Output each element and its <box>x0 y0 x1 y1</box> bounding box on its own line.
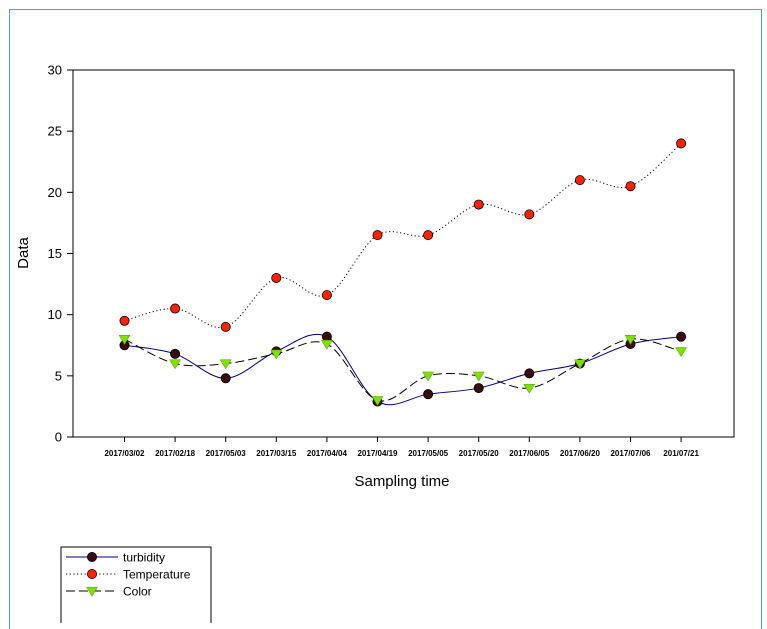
x-tick-label: 2017/05/03 <box>206 449 247 458</box>
legend-temperature-label: Temperature <box>123 568 191 582</box>
series-markers <box>118 138 688 407</box>
color-point <box>270 349 283 360</box>
color-point <box>371 396 384 407</box>
x-tick-label: 201/07/21 <box>663 449 699 458</box>
temperature-point <box>473 199 484 210</box>
turbidity-line <box>124 333 682 406</box>
x-tick-label: 2017/04/04 <box>307 449 348 458</box>
temperature-point <box>625 181 636 192</box>
x-tick-label: 2017/03/02 <box>104 449 145 458</box>
y-tick-label: 15 <box>48 246 62 261</box>
turbidity-point <box>220 373 231 384</box>
turbidity-point <box>676 331 687 342</box>
y-tick-label: 25 <box>48 124 62 139</box>
legend-color-label: Color <box>123 585 152 599</box>
temperature-point <box>220 321 231 332</box>
temperature-point <box>372 230 383 241</box>
series-lines <box>124 143 682 406</box>
color-point <box>624 335 637 345</box>
legend-temperature-marker <box>87 569 98 580</box>
temperature-point <box>271 272 282 283</box>
color-point <box>675 347 688 358</box>
y-axis: 0 5 10 15 20 25 30 <box>48 63 73 445</box>
color-point <box>523 383 536 394</box>
x-tick-label: 2017/07/06 <box>610 449 651 458</box>
temperature-point <box>119 315 130 326</box>
x-tick-label: 2017/03/15 <box>256 449 297 458</box>
temperature-point <box>524 209 535 220</box>
temperature-point <box>676 138 687 149</box>
color-point <box>320 339 333 350</box>
turbidity-point <box>170 348 181 359</box>
color-point <box>422 371 435 382</box>
y-tick-label: 10 <box>48 307 62 322</box>
x-tick-label: 2017/05/05 <box>408 449 449 458</box>
x-tick-label: 2017/06/05 <box>509 449 550 458</box>
x-tick-label: 2017/06/20 <box>560 449 601 458</box>
color-line <box>124 338 682 402</box>
y-tick-label: 0 <box>55 430 62 445</box>
x-tick-label: 2017/05/20 <box>459 449 500 458</box>
turbidity-point <box>524 368 535 379</box>
y-tick-label: 5 <box>55 368 62 383</box>
turbidity-point <box>423 389 434 400</box>
temperature-line <box>124 143 682 329</box>
y-axis-title: Data <box>15 237 32 269</box>
legend: turbidity Temperature Color <box>60 546 212 623</box>
temperature-point <box>423 230 434 241</box>
color-point <box>573 359 586 370</box>
plot-area <box>72 69 735 438</box>
legend-turbidity-label: turbidity <box>123 551 165 565</box>
legend-box <box>60 546 212 623</box>
color-point <box>169 359 182 370</box>
x-axis-title: Sampling time <box>354 473 449 490</box>
color-point <box>118 335 131 345</box>
temperature-point <box>321 290 332 301</box>
turbidity-point <box>473 383 484 394</box>
temperature-point <box>170 303 181 314</box>
chart-frame <box>9 9 762 629</box>
x-axis: 2017/03/02 2017/02/18 2017/05/03 2017/03/15… <box>104 437 699 458</box>
x-tick-label: 2017/04/19 <box>357 449 398 458</box>
color-point <box>472 371 485 382</box>
color-point <box>219 359 232 370</box>
turbidity-point <box>321 331 332 342</box>
x-tick-label: 2017/02/18 <box>155 449 196 458</box>
legend-color-marker <box>86 586 98 597</box>
temperature-point <box>574 175 585 186</box>
y-tick-label: 20 <box>48 185 62 200</box>
y-tick-label: 30 <box>48 63 62 78</box>
legend-turbidity-marker <box>87 552 98 563</box>
